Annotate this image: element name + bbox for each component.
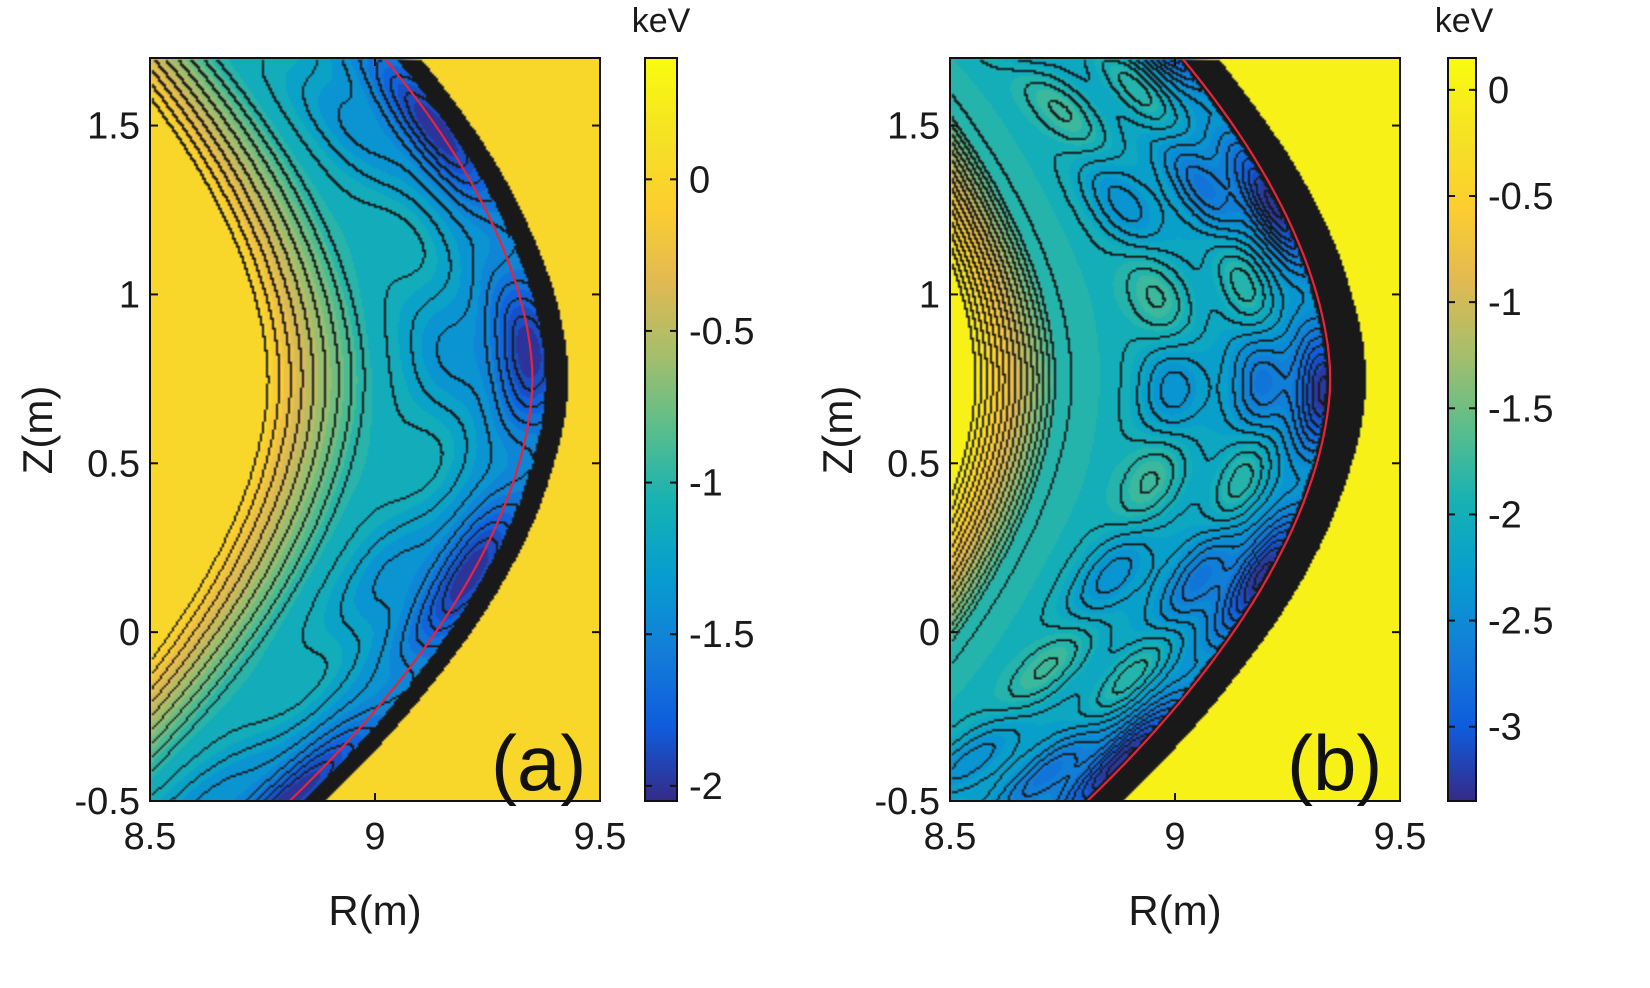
colorbar-tick-label-a: 0	[689, 159, 710, 201]
colorbar-tick-label-a: -1.5	[689, 614, 754, 656]
colorbar-tick-label-b: -2.5	[1488, 601, 1553, 643]
y-tick-label-b: 0.5	[887, 443, 940, 485]
plot-area-b	[950, 58, 1400, 801]
colorbar-gradient-a	[645, 58, 677, 801]
x-tick-label-b: 8.5	[924, 816, 977, 858]
separatrix-line-a	[288, 58, 534, 801]
y-tick-label-a: 1.5	[87, 106, 140, 148]
colorbar-tick-label-a: -2	[689, 766, 723, 808]
colorbar-ticks-a: 0 -0.5 -1 -1.5 -2	[645, 159, 754, 808]
colorbar-frame-a	[644, 57, 678, 802]
y-tick-label-a: 1	[119, 274, 140, 316]
panel-a: 8.5 9 9.5 -0.5 0 0.5 1 1.5 (a) R(m) Z(m) 0 -0.5 -…	[14, 2, 754, 934]
y-tick-label-b: 1.5	[887, 106, 940, 148]
y-axis-label-a: Z(m)	[14, 386, 61, 475]
colorbar-tick-label-b: -1.5	[1488, 388, 1553, 430]
y-tick-label-b: 1	[919, 274, 940, 316]
x-tick-label-b: 9	[1164, 816, 1185, 858]
y-tick-label-a: 0.5	[87, 443, 140, 485]
colorbar-unit-b: keV	[1435, 2, 1494, 40]
separatrix-line-b	[1086, 58, 1332, 801]
colorbar-tick-label-b: -0.5	[1488, 176, 1553, 218]
colorbar-tick-label-a: -0.5	[689, 311, 754, 353]
colorbar-b: 0 -0.5 -1 -1.5 -2 -2.5 -3 keV	[1435, 2, 1553, 802]
y-tick-label-a: 0	[119, 612, 140, 654]
x-tick-label-a: 9	[364, 816, 385, 858]
y-axis-label-b: Z(m)	[814, 386, 861, 475]
y-tick-label-b: 0	[919, 612, 940, 654]
x-tick-label-a: 8.5	[124, 816, 177, 858]
colorbar-tick-label-b: -2	[1488, 494, 1522, 536]
x-axis-label-a: R(m)	[328, 887, 421, 934]
plot-area-a	[150, 58, 600, 801]
colorbar-unit-a: keV	[632, 2, 691, 40]
colorbar-tick-label-a: -1	[689, 463, 723, 505]
panel-tag-a: (a)	[491, 719, 586, 807]
colorbar-gradient-b	[1448, 58, 1476, 801]
colorbar-ticks-b: 0 -0.5 -1 -1.5 -2 -2.5 -3	[1448, 70, 1553, 749]
panel-tag-b: (b)	[1287, 719, 1382, 807]
colorbar-tick-label-b: -1	[1488, 282, 1522, 324]
colorbar-frame-b	[1447, 57, 1477, 802]
colorbar-tick-label-b: 0	[1488, 70, 1509, 112]
colorbar-a: 0 -0.5 -1 -1.5 -2 keV	[632, 2, 755, 808]
contour-map-a	[150, 58, 600, 801]
ticks-b: 8.5 9 9.5 -0.5 0 0.5 1 1.5	[875, 58, 1427, 858]
panel-b: 8.5 9 9.5 -0.5 0 0.5 1 1.5 (b) R(m) Z(m) 0 -0.5 -…	[814, 2, 1553, 934]
colorbar-tick-label-b: -3	[1488, 707, 1522, 749]
y-tick-label-b: -0.5	[875, 781, 940, 823]
x-tick-label-b: 9.5	[1374, 816, 1427, 858]
x-axis-label-b: R(m)	[1128, 887, 1221, 934]
y-tick-label-a: -0.5	[75, 781, 140, 823]
x-tick-label-a: 9.5	[574, 816, 627, 858]
ticks-a: 8.5 9 9.5 -0.5 0 0.5 1 1.5	[75, 58, 627, 858]
contour-map-b	[950, 58, 1400, 801]
